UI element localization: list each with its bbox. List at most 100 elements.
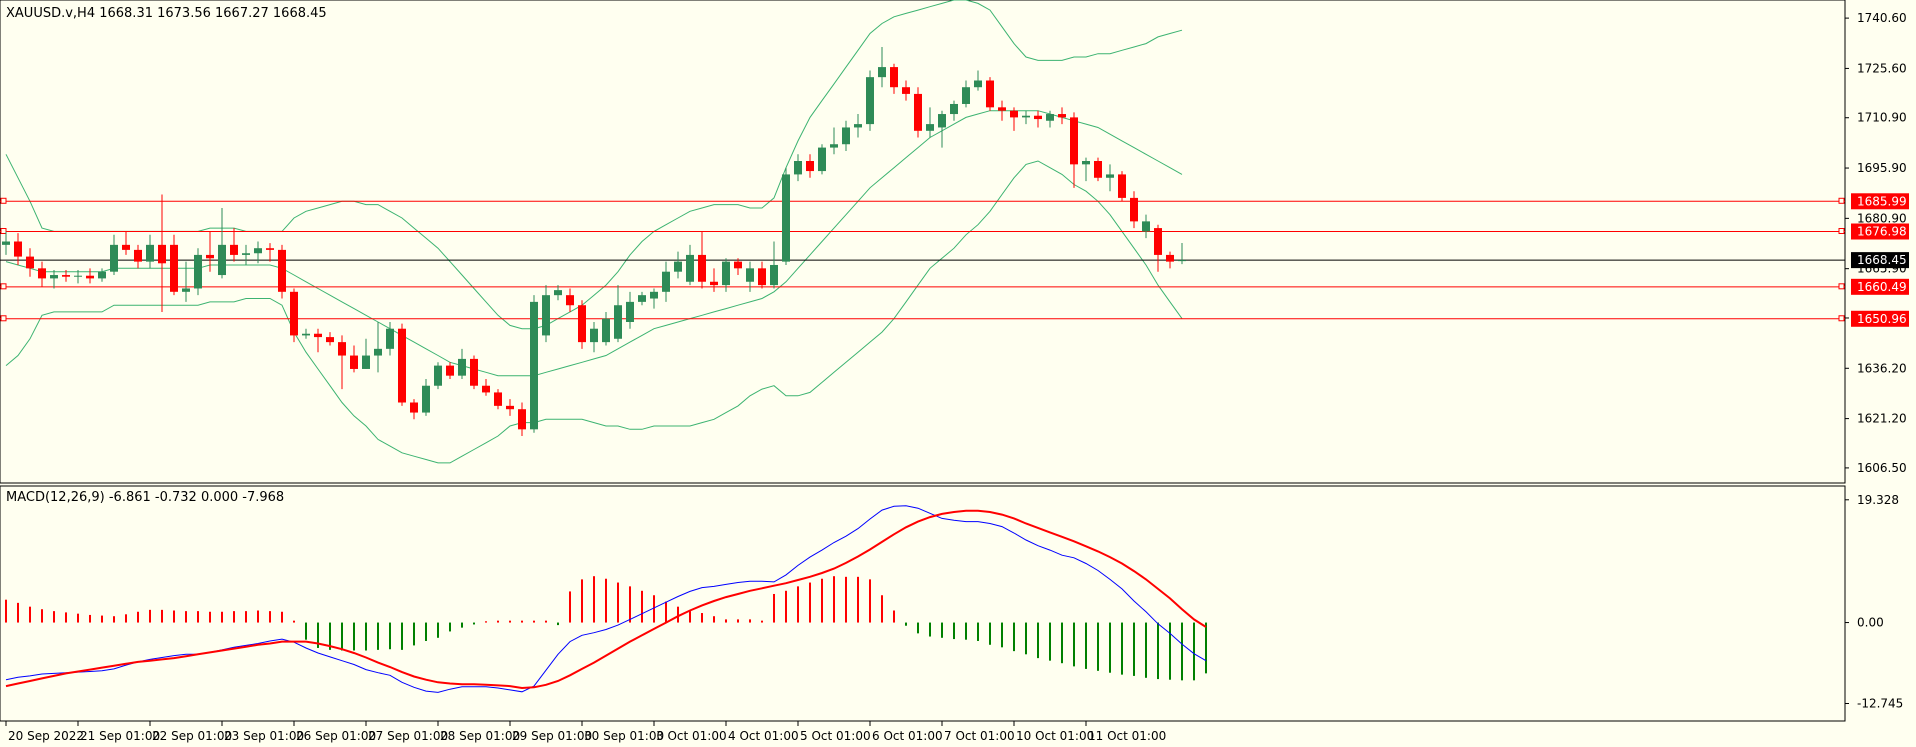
candle-body <box>1106 174 1114 178</box>
candle-body <box>1178 260 1186 262</box>
time-axis-label: 11 Oct 01:00 <box>1088 729 1166 743</box>
candle-body <box>614 305 622 339</box>
candle-body <box>170 244 178 292</box>
price-level-tag <box>1851 310 1909 327</box>
candle-body <box>962 87 970 104</box>
price-level-tag <box>1851 278 1909 295</box>
time-axis-label: 21 Sep 01:00 <box>80 729 160 743</box>
candle-body <box>302 333 310 336</box>
price-level-tag <box>1851 223 1909 240</box>
candle-body <box>602 318 610 343</box>
candle-body <box>530 301 538 430</box>
candle-body <box>770 264 778 286</box>
candle-body <box>734 261 742 269</box>
price-level-marker-left <box>0 283 7 290</box>
candle-body <box>806 161 814 172</box>
time-axis-label: 29 Sep 01:00 <box>512 729 592 743</box>
candle-body <box>890 67 898 88</box>
candle-body <box>422 385 430 413</box>
candle-body <box>98 271 106 279</box>
macd-signal-line <box>5 509 1207 690</box>
price-level-tag-label: 1650.96 <box>1857 312 1907 326</box>
bollinger-lower-line <box>5 160 1183 464</box>
candle-body <box>950 103 958 115</box>
candle-body <box>2 241 10 245</box>
candle-body <box>794 161 802 175</box>
price-level-tag-label: 1676.98 <box>1857 225 1907 239</box>
bid-price-tag <box>1851 252 1909 269</box>
time-axis-label: 30 Sep 01:00 <box>584 729 664 743</box>
price-panel-frame <box>0 0 1846 484</box>
price-panel[interactable]: XAUUSD.v,H4 1668.31 1673.56 1667.27 1668… <box>0 0 1846 484</box>
candle-body <box>146 244 154 262</box>
price-axis-label: 1606.50 <box>1857 461 1907 475</box>
price-axis-label: 1680.90 <box>1857 211 1907 225</box>
candle-body <box>1070 117 1078 165</box>
price-level-marker-left <box>0 197 7 204</box>
candle-body <box>926 124 934 131</box>
candle-body <box>458 358 466 376</box>
candle-body <box>1058 114 1066 118</box>
candle-body <box>782 174 790 262</box>
candle-body <box>374 348 382 356</box>
candle-body <box>914 93 922 131</box>
candle-body <box>26 256 34 269</box>
candle-body <box>842 127 850 145</box>
candle-body <box>638 295 646 302</box>
candle-body <box>674 261 682 272</box>
candle-body <box>686 254 694 282</box>
macd-histogram <box>5 576 1207 681</box>
candle-body <box>494 392 502 406</box>
candle-body <box>218 244 226 276</box>
candle-body <box>158 244 166 264</box>
bid-price-tag-label: 1668.45 <box>1857 253 1907 267</box>
macd-panel[interactable]: MACD(12,26,9) -6.861 -0.732 0.000 -7.968 <box>0 485 1846 722</box>
price-axis-label: 1636.20 <box>1857 361 1907 375</box>
candle-body <box>242 253 250 255</box>
price-axis: 1740.601725.601710.901695.901680.901665.… <box>1845 11 1909 475</box>
candle-body <box>398 328 406 403</box>
candle-body <box>902 87 910 94</box>
candle-body <box>290 291 298 336</box>
candle-body <box>338 342 346 356</box>
candle-body <box>50 275 58 279</box>
macd-axis-label: 19.328 <box>1857 493 1899 507</box>
candle-body <box>590 328 598 343</box>
price-axis-label: 1621.20 <box>1857 412 1907 426</box>
price-level-marker-left <box>0 315 7 322</box>
candle-body <box>986 80 994 108</box>
candle-body <box>542 295 550 336</box>
candle-body <box>386 328 394 349</box>
candle-body <box>86 275 94 279</box>
candle-body <box>410 402 418 413</box>
candle-body <box>350 355 358 369</box>
price-level-marker-right <box>1838 283 1845 290</box>
price-axis-label: 1740.60 <box>1857 11 1907 25</box>
candle-body <box>62 275 70 277</box>
candle-body <box>998 107 1006 111</box>
macd-panel-header: MACD(12,26,9) -6.861 -0.732 0.000 -7.968 <box>6 490 284 505</box>
time-axis-label: 27 Sep 01:00 <box>368 729 448 743</box>
candle-body <box>830 144 838 148</box>
candle-body <box>866 77 874 125</box>
candle-body <box>1094 161 1102 178</box>
candle-body <box>314 333 322 338</box>
time-axis-label: 28 Sep 01:00 <box>440 729 520 743</box>
candle-body <box>38 268 46 279</box>
candle-body <box>1118 174 1126 198</box>
candle-body <box>1166 254 1174 262</box>
candle-body <box>698 254 706 282</box>
candle-body <box>1154 228 1162 255</box>
candle-body <box>710 281 718 286</box>
price-levels <box>0 197 1845 322</box>
candle-body <box>182 288 190 292</box>
time-axis-label: 23 Sep 01:00 <box>224 729 304 743</box>
candle-body <box>938 114 946 128</box>
macd-axis-label: -12.745 <box>1857 697 1903 711</box>
candle-body <box>578 305 586 343</box>
candle-body <box>566 295 574 306</box>
candle-body <box>722 261 730 286</box>
candles <box>2 46 1186 437</box>
